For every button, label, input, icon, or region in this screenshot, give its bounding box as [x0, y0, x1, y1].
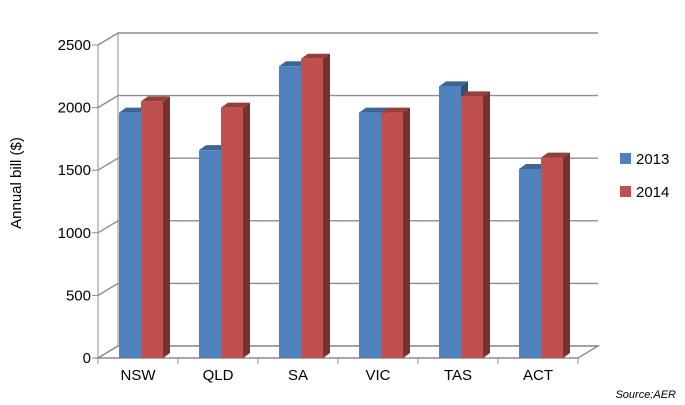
bar-front [439, 86, 461, 358]
y-tick-label: 2500 [58, 37, 91, 54]
x-tick-label: QLD [203, 367, 234, 384]
y-tick-label: 1500 [58, 162, 91, 179]
gridline [97, 282, 598, 297]
bar-front [301, 58, 323, 358]
x-axis-categories: NSW QLD SA VIC TAS ACT [97, 358, 579, 384]
bar-qld-2014 [221, 102, 250, 358]
gridline [97, 220, 598, 234]
bar-front [279, 66, 301, 358]
bar-top [461, 91, 490, 97]
bar-front [199, 150, 221, 358]
legend-label-2014: 2014 [636, 184, 669, 201]
x-tick-label: TAS [444, 367, 472, 384]
bar-front [519, 168, 541, 358]
bar-top [119, 107, 148, 113]
legend-label-2013: 2013 [636, 151, 669, 168]
bar-front [381, 112, 403, 358]
bar-top [519, 163, 548, 169]
bar-side [323, 53, 330, 358]
bar-front [119, 112, 141, 358]
bar-front [141, 101, 163, 358]
source-note: Source:AER [615, 389, 676, 401]
bar-top [221, 102, 250, 108]
side-wall [97, 32, 119, 359]
gridline [97, 94, 598, 109]
bar-front [461, 96, 483, 358]
bar-top [439, 81, 468, 87]
y-tick-label: 0 [83, 350, 91, 367]
y-tick-label: 2000 [58, 100, 91, 117]
y-tick-label: 1000 [58, 225, 91, 242]
bars [119, 53, 570, 359]
y-axis-title: Annual bill ($) [8, 137, 25, 229]
bar-top [359, 107, 388, 113]
bar-top [301, 53, 330, 59]
bar-front [221, 107, 243, 358]
bar-vic-2014 [381, 107, 410, 358]
bar-top [381, 107, 410, 113]
bar-act-2014 [541, 152, 570, 358]
legend-swatch-2014 [620, 186, 631, 197]
bar-side [243, 102, 250, 358]
y-tick-label: 500 [66, 287, 91, 304]
bar-front [541, 157, 563, 358]
x-tick-label: SA [288, 367, 308, 384]
legend: 2013 2014 [620, 151, 669, 201]
bar-top [279, 61, 308, 67]
gridline [97, 32, 598, 46]
bar-tas-2014 [461, 91, 490, 358]
bar-side [163, 96, 170, 358]
bar-side [403, 107, 410, 358]
bar-nsw-2014 [141, 96, 170, 358]
x-tick-label: ACT [523, 367, 553, 384]
x-tick-label: VIC [365, 367, 390, 384]
y-axis-ticks: 0 500 1000 1500 2000 2500 [58, 37, 98, 367]
x-tick-label: NSW [121, 367, 157, 384]
bar-top [541, 152, 570, 158]
bar-side [563, 152, 570, 358]
bar-top [199, 145, 228, 151]
legend-swatch-2013 [620, 153, 631, 164]
bar-top [141, 96, 170, 102]
gridline [97, 157, 598, 171]
bar-sa-2014 [301, 53, 330, 358]
bar-side [483, 91, 490, 358]
bar-front [359, 112, 381, 358]
